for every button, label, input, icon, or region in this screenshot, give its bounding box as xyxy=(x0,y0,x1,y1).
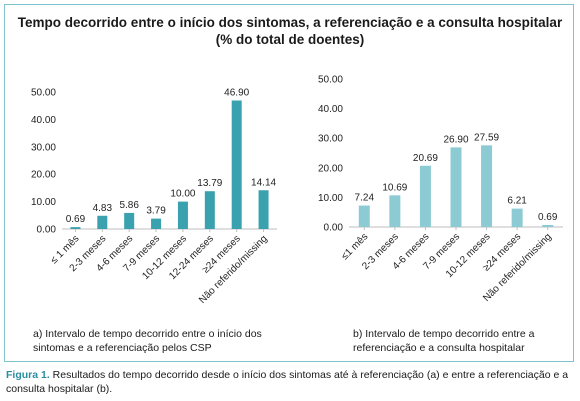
y-tick-label: 50.00 xyxy=(318,75,343,86)
data-label: 6.21 xyxy=(507,196,527,207)
bar xyxy=(481,145,493,227)
figure-caption-text: Resultados do tempo decorrido desde o in… xyxy=(6,369,569,395)
panel-caption-a: a) Intervalo de tempo decorrido entre o … xyxy=(33,328,262,354)
figure-title: Tempo decorrido entre o início dos sinto… xyxy=(5,14,575,48)
bar xyxy=(389,195,401,227)
chart-panel-a: 0.00 10.00 20.00 30.00 40.00 50.00 0.69 ≤ 1 mês… xyxy=(7,65,283,365)
bar xyxy=(97,215,108,229)
figure-caption: Figura 1. Resultados do tempo decorrido … xyxy=(6,369,576,396)
bar xyxy=(151,218,162,229)
bar xyxy=(177,201,188,229)
data-label: 13.79 xyxy=(197,178,222,189)
data-label: 27.59 xyxy=(474,132,499,143)
data-label: 26.90 xyxy=(443,134,468,145)
chart-panel-b: 0.00 10.00 20.00 30.00 40.00 50.00 7.24 ≤1 mês 1… xyxy=(297,65,573,365)
data-label: 10.69 xyxy=(382,182,407,193)
bar xyxy=(204,191,215,229)
data-label: 3.79 xyxy=(146,206,166,217)
bar xyxy=(450,147,462,227)
data-label: 4.83 xyxy=(93,203,113,214)
data-label: 5.86 xyxy=(119,200,139,211)
data-label: 0.69 xyxy=(538,212,558,223)
data-label: 10.00 xyxy=(170,189,195,200)
bar xyxy=(419,165,431,227)
figure-caption-label: Figura 1. xyxy=(6,369,50,381)
y-tick-label: 0.00 xyxy=(37,225,57,236)
data-label: 46.90 xyxy=(224,87,249,98)
data-label: 7.24 xyxy=(355,193,375,204)
y-tick-label: 30.00 xyxy=(318,134,343,145)
y-tick-label: 20.00 xyxy=(31,170,56,181)
data-label: 0.69 xyxy=(66,214,86,225)
data-label: 20.69 xyxy=(413,153,438,164)
y-tick-label: 0.00 xyxy=(324,223,344,234)
y-tick-label: 40.00 xyxy=(318,104,343,115)
panel-caption-b: b) Intervalo de tempo decorrido entre a … xyxy=(353,328,535,354)
bar xyxy=(542,224,554,227)
figure-frame: Tempo decorrido entre o início dos sinto… xyxy=(4,4,574,362)
bar xyxy=(70,227,81,229)
y-tick-label: 40.00 xyxy=(31,115,56,126)
bar xyxy=(511,208,523,227)
bar xyxy=(231,100,242,229)
y-tick-label: 10.00 xyxy=(318,193,343,204)
figure-title-line-2: (% do total de doentes) xyxy=(215,32,365,47)
data-label: 14.14 xyxy=(251,177,276,188)
bar xyxy=(358,205,370,227)
y-tick-label: 20.00 xyxy=(318,163,343,174)
y-tick-label: 50.00 xyxy=(31,88,56,99)
bar xyxy=(124,212,135,229)
bar xyxy=(258,190,269,229)
y-tick-label: 10.00 xyxy=(31,197,56,208)
y-tick-label: 30.00 xyxy=(31,142,56,153)
figure-title-line-1: Tempo decorrido entre o início dos sinto… xyxy=(17,15,563,30)
